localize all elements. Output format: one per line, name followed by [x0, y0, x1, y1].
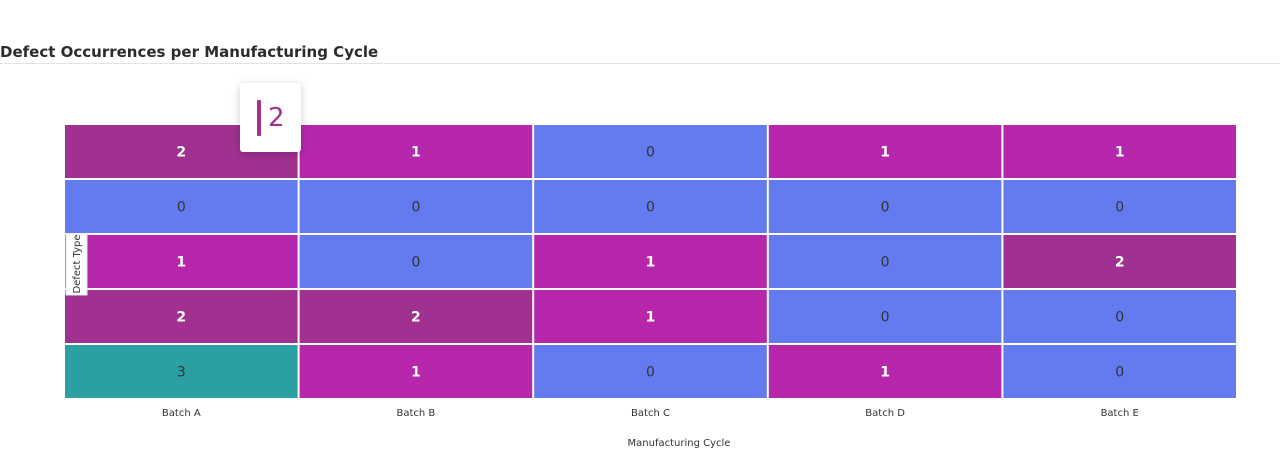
heatmap-cell-label: 0: [881, 200, 890, 216]
heatmap-cell-label: 0: [1115, 200, 1124, 216]
x-tick-label: Batch A: [162, 408, 201, 419]
heatmap-cell-label: 1: [1115, 145, 1125, 161]
tooltip-color-swatch: [257, 100, 261, 136]
heatmap-cell-label: 2: [176, 145, 186, 161]
heatmap-cell[interactable]: [768, 180, 1002, 233]
heatmap-cell[interactable]: [768, 345, 1002, 398]
heatmap-cell[interactable]: [768, 235, 1002, 288]
heatmap-cell[interactable]: [768, 125, 1002, 178]
x-tick-label: Batch B: [397, 408, 436, 419]
heatmap-cell[interactable]: [534, 125, 767, 178]
heatmap-cell[interactable]: [299, 235, 533, 288]
value-tooltip: 2: [240, 83, 301, 152]
heatmap-cell-label: 1: [880, 365, 890, 381]
heatmap-cell[interactable]: [299, 180, 533, 233]
heatmap-cell[interactable]: [1003, 345, 1236, 398]
heatmap-cell-label: 1: [411, 145, 421, 161]
heatmap-cell[interactable]: [1003, 290, 1236, 343]
heatmap-cell-label: 0: [411, 200, 420, 216]
heatmap-cell-label: 0: [177, 200, 186, 216]
heatmap-cell-label: 1: [880, 145, 890, 161]
x-axis-label: Manufacturing Cycle: [628, 438, 731, 449]
title-bar: Defect Occurrences per Manufacturing Cyc…: [0, 42, 1280, 64]
heatmap-cell-label: 0: [881, 310, 890, 326]
heatmap-cells: 2 1 0 1 1 0 0 0 0 0 1 0 1 0 2 2 2 1 0 0 3 1 0 1 0: [65, 125, 1236, 398]
heatmap-cell-label: 0: [646, 145, 655, 161]
heatmap-cell-label: 2: [1115, 255, 1125, 271]
heatmap-cell[interactable]: [1003, 235, 1236, 288]
x-tick-label: Batch C: [631, 408, 670, 419]
heatmap-cell-label: 2: [411, 310, 421, 326]
heatmap-cell[interactable]: [299, 345, 533, 398]
heatmap-cell[interactable]: [65, 235, 298, 288]
heatmap-cell-label: 1: [646, 310, 656, 326]
heatmap-cell[interactable]: [534, 235, 767, 288]
heatmap-cell[interactable]: [534, 180, 767, 233]
heatmap-cell[interactable]: [65, 180, 298, 233]
x-tick-label: Batch E: [1101, 408, 1139, 419]
heatmap-cell[interactable]: [768, 290, 1002, 343]
heatmap-cell-label: 0: [646, 365, 655, 381]
heatmap-cell-label: 0: [1115, 365, 1124, 381]
heatmap-cell[interactable]: [65, 290, 298, 343]
heatmap-cell-label: 1: [646, 255, 656, 271]
heatmap-cell[interactable]: [1003, 180, 1236, 233]
y-axis-label: Defect Type: [72, 234, 83, 293]
heatmap-cell[interactable]: [1003, 125, 1236, 178]
heatmap-cell[interactable]: [299, 125, 533, 178]
heatmap-cell[interactable]: [534, 345, 767, 398]
heatmap-cell-label: 2: [176, 310, 186, 326]
heatmap-cell-label: 1: [411, 365, 421, 381]
y-axis-label-group: Defect Type: [65, 233, 88, 296]
heatmap-cell[interactable]: [299, 290, 533, 343]
heatmap-cell-label: 0: [1115, 310, 1124, 326]
heatmap-cell-label: 1: [176, 255, 186, 271]
x-axis-ticks: Batch A Batch B Batch C Batch D Batch E: [162, 408, 1139, 419]
heatmap-cell[interactable]: [534, 290, 767, 343]
heatmap-cell-label: 0: [411, 255, 420, 271]
tooltip-value: 2: [268, 103, 285, 133]
heatmap-cell[interactable]: [65, 345, 298, 398]
chart-title: Defect Occurrences per Manufacturing Cyc…: [0, 43, 379, 61]
heatmap-cell-label: 0: [646, 200, 655, 216]
y-axis-label-box: [65, 233, 88, 296]
x-tick-label: Batch D: [865, 408, 905, 419]
heatmap-cell-label: 0: [881, 255, 890, 271]
heatmap-cell-label: 3: [177, 365, 186, 381]
